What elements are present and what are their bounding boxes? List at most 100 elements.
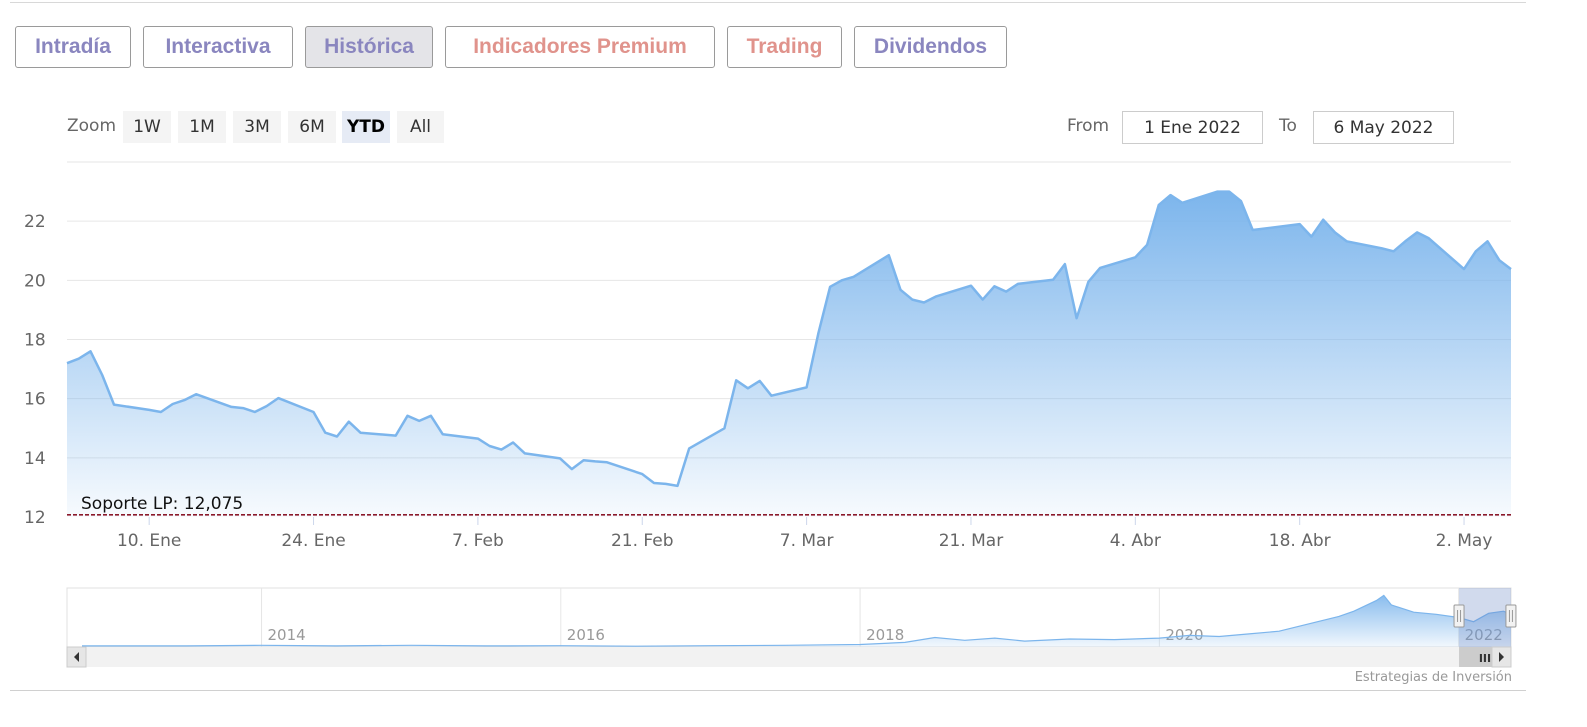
navigator[interactable]: 20142016201820202022III	[66, 587, 1517, 668]
data-point	[723, 427, 726, 430]
data-point	[1075, 317, 1078, 320]
tab-interactiva[interactable]: Interactiva	[143, 26, 293, 68]
data-point	[1310, 235, 1313, 238]
navigator-selection[interactable]	[1459, 588, 1511, 647]
data-point	[347, 420, 350, 423]
zoom-3m-button[interactable]: 3M	[233, 111, 281, 143]
data-point	[112, 403, 115, 406]
data-point	[159, 410, 162, 413]
data-point	[652, 481, 655, 484]
data-point	[934, 295, 937, 298]
zoom-1m-button[interactable]: 1M	[178, 111, 226, 143]
scrollbar-grip-icon[interactable]: III	[1479, 652, 1491, 665]
data-point	[1005, 290, 1008, 293]
data-point	[676, 484, 679, 487]
zoom-ytd-button[interactable]: YTD	[342, 111, 390, 143]
data-point	[1498, 259, 1501, 262]
data-point	[1181, 201, 1184, 204]
tab-intradia[interactable]: Intradía	[15, 26, 131, 68]
tab-historica[interactable]: Histórica	[305, 26, 433, 68]
data-point	[559, 457, 562, 460]
zoom-all-button[interactable]: All	[397, 111, 444, 143]
data-point	[852, 275, 855, 278]
data-point	[183, 399, 186, 402]
data-point	[1169, 194, 1172, 197]
data-point	[171, 402, 174, 405]
data-point	[1251, 229, 1254, 232]
data-point	[1216, 190, 1219, 193]
data-point	[993, 285, 996, 288]
tab-trading[interactable]: Trading	[727, 26, 842, 68]
data-point	[394, 434, 397, 437]
y-tick-label: 18	[24, 331, 46, 351]
data-point	[148, 408, 151, 411]
data-point	[1099, 266, 1102, 269]
data-point	[829, 285, 832, 288]
data-point	[1345, 240, 1348, 243]
scroll-left-button[interactable]	[66, 646, 87, 668]
credits-text: Estrategias de Inversión	[1354, 670, 1512, 685]
data-point	[312, 410, 315, 413]
tab-indicadores-premium[interactable]: Indicadores Premium	[445, 26, 715, 68]
data-point	[89, 350, 92, 353]
y-tick-label: 22	[24, 212, 46, 232]
data-point	[688, 447, 691, 450]
data-point	[805, 386, 808, 389]
x-axis: 10. Ene 24. Ene 7. Feb 21. Feb 7. Mar 21. Mar…	[117, 517, 1492, 551]
from-date-input[interactable]: 1 Ene 2022	[1122, 111, 1263, 144]
data-point	[758, 379, 761, 382]
data-point	[1474, 250, 1477, 253]
data-point	[981, 298, 984, 301]
data-point	[476, 437, 479, 440]
data-point	[1333, 231, 1336, 234]
x-tick-label: 10. Ene	[117, 531, 181, 551]
data-point	[1157, 203, 1160, 206]
data-point	[253, 410, 256, 413]
price-area	[67, 191, 1511, 517]
data-point	[735, 379, 738, 382]
data-point	[840, 279, 843, 282]
data-point	[277, 397, 280, 400]
x-tick-label: 21. Feb	[611, 531, 674, 551]
data-point	[570, 468, 573, 471]
x-tick-label: 7. Feb	[452, 531, 504, 551]
data-point	[1134, 256, 1137, 259]
zoom-1w-button[interactable]: 1W	[123, 111, 171, 143]
data-point	[406, 414, 409, 417]
data-point	[1146, 243, 1149, 246]
data-point	[1016, 282, 1019, 285]
data-point	[66, 362, 69, 365]
navigator-year-label: 2014	[268, 626, 306, 644]
to-date-input[interactable]: 6 May 2022	[1313, 111, 1454, 144]
data-point	[1052, 278, 1055, 281]
data-point	[1463, 268, 1466, 271]
x-tick-label: 2. May	[1436, 531, 1493, 551]
data-point	[746, 387, 749, 390]
y-tick-label: 14	[24, 449, 46, 469]
x-tick-label: 18. Abr	[1269, 531, 1331, 551]
chevron-left-icon	[74, 652, 79, 662]
data-point	[500, 448, 503, 451]
bottom-divider	[10, 690, 1526, 691]
data-point	[512, 441, 515, 444]
data-point	[523, 452, 526, 455]
scroll-right-button[interactable]	[1491, 646, 1512, 668]
navigator-right-handle[interactable]	[1505, 604, 1517, 628]
data-point	[1416, 231, 1419, 234]
data-point	[1392, 250, 1395, 253]
navigator-line	[82, 594, 1512, 647]
data-point	[1063, 263, 1066, 266]
data-point	[418, 419, 421, 422]
data-point	[594, 460, 597, 463]
data-point	[265, 405, 268, 408]
chevron-right-icon	[1499, 652, 1504, 662]
scrollbar-track[interactable]	[67, 647, 1511, 667]
x-tick-label: 21. Mar	[939, 531, 1004, 551]
data-point	[1087, 280, 1090, 283]
data-point	[1298, 223, 1301, 226]
price-line	[66, 190, 1512, 488]
navigator-left-handle[interactable]	[1453, 604, 1465, 628]
zoom-6m-button[interactable]: 6M	[288, 111, 336, 143]
tab-dividendos[interactable]: Dividendos	[854, 26, 1007, 68]
